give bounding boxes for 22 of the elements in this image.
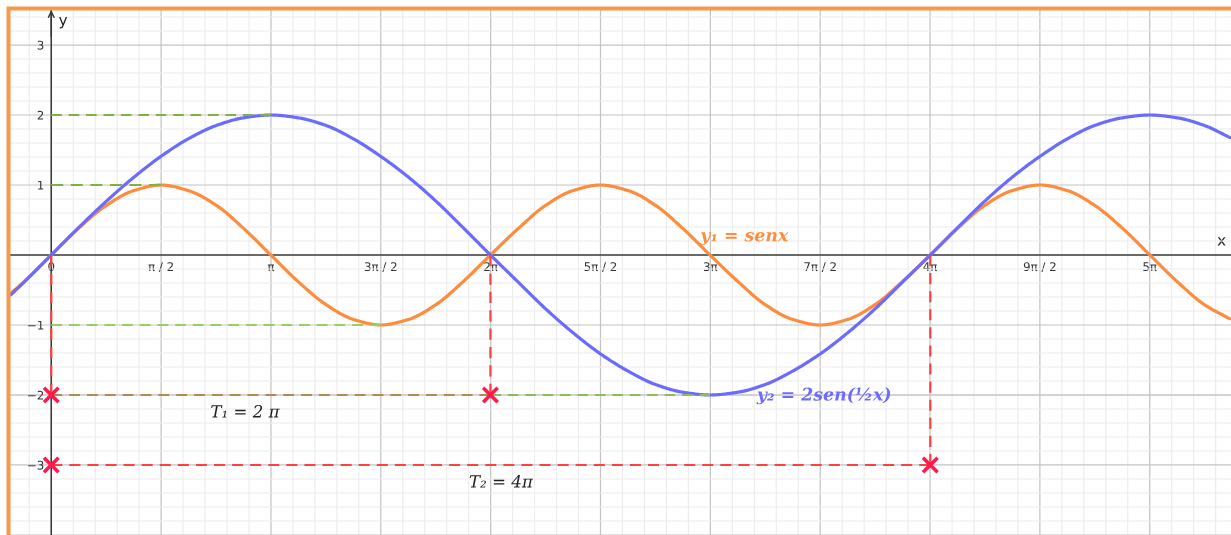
x-tick-label: 5π / 2: [584, 262, 617, 273]
annotation: T₂ = 4π: [469, 475, 534, 488]
x-tick-label: π / 2: [148, 262, 173, 273]
x-axis-title: x: [1217, 237, 1226, 246]
y-tick-label: 2: [37, 110, 44, 120]
y-tick-label: 1: [38, 180, 44, 190]
y-tick-label: −2: [28, 390, 44, 400]
y-tick-label: −1: [28, 320, 44, 330]
x-tick-label: 7π / 2: [804, 262, 836, 273]
annotation: T₁ = 2 π: [211, 405, 280, 418]
annotation: y₁ = senx: [699, 232, 789, 246]
x-tick-label: 3π / 2: [364, 262, 397, 273]
x-tick-label: 2π: [484, 262, 498, 272]
annotation: y₂ = 2sen(½x): [756, 387, 891, 405]
x-tick-label: 9π / 2: [1023, 262, 1056, 273]
y-tick-label: 3: [37, 40, 44, 50]
x-tick-label: 5π: [1143, 262, 1157, 272]
y-tick-label: −3: [28, 460, 44, 470]
y-axis-title: y: [59, 16, 68, 29]
x-tick-label: 3π: [703, 262, 718, 272]
x-tick-label: 4π: [923, 262, 938, 272]
x-tick-label: π: [267, 264, 275, 272]
